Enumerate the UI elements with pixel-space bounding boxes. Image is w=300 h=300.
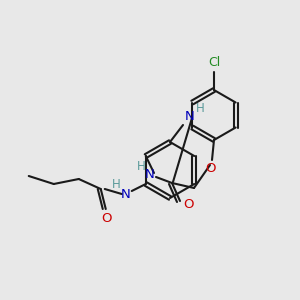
Text: N: N (145, 169, 155, 182)
Text: O: O (101, 212, 112, 226)
Text: O: O (205, 163, 215, 176)
Text: N: N (185, 110, 195, 124)
Text: N: N (121, 188, 130, 200)
Text: H: H (111, 178, 120, 191)
Text: O: O (184, 197, 194, 211)
Text: H: H (136, 160, 146, 173)
Text: H: H (196, 101, 204, 115)
Text: Cl: Cl (208, 56, 220, 70)
